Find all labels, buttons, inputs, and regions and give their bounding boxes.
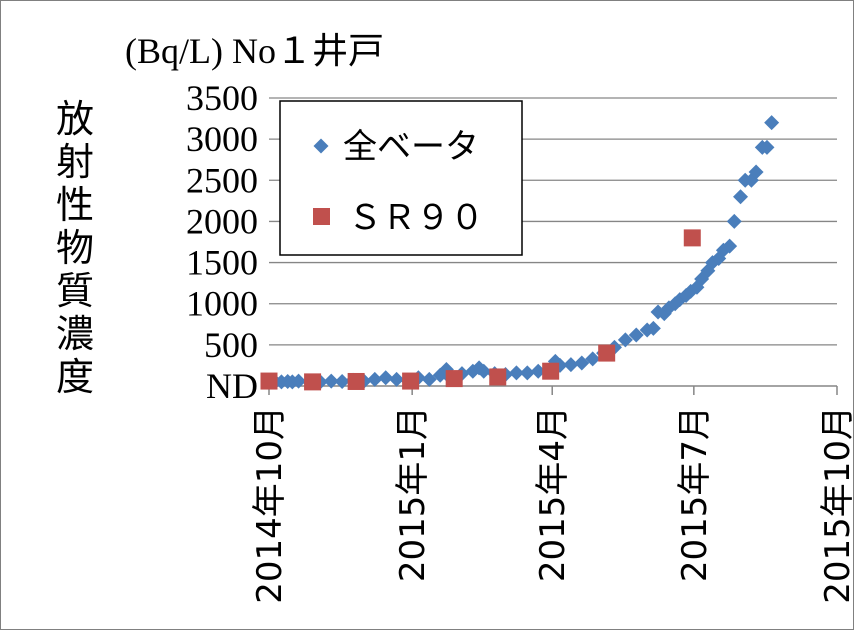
data-point-all-beta [711, 250, 727, 266]
data-point-all-beta [378, 370, 394, 386]
data-point-all-beta [421, 371, 437, 387]
data-point-all-beta [530, 363, 546, 379]
y-axis-title-char: 物 [56, 226, 94, 270]
data-point-all-beta [367, 371, 383, 387]
data-marks [260, 115, 780, 391]
y-tick-label: 500 [204, 325, 258, 365]
data-point-all-beta [726, 213, 742, 229]
y-tick-label: 1000 [186, 284, 258, 324]
x-tick-labels: 2014年10月 2015年1月 2015年4月 2015年7月 2015年10月 [250, 406, 854, 604]
x-tick-label: 2015年4月 [533, 406, 573, 582]
data-point-all-beta [764, 115, 780, 131]
x-tick-label: 2015年7月 [675, 406, 715, 582]
data-point-sr90 [489, 368, 507, 386]
data-point-all-beta [574, 355, 590, 371]
y-axis-title-char: 濃 [56, 312, 94, 356]
data-point-all-beta [389, 371, 405, 387]
data-point-all-beta [563, 357, 579, 373]
y-axis-title-char: 性 [56, 183, 94, 227]
legend-label-sr90: ＳＲ９０ [348, 198, 484, 238]
data-point-all-beta [748, 164, 764, 180]
data-point-sr90 [598, 344, 616, 362]
data-point-all-beta [759, 139, 775, 155]
y-tick-label: 2000 [186, 201, 258, 241]
x-tick-label: 2015年1月 [393, 406, 433, 582]
y-tick-label: 3000 [186, 119, 258, 159]
data-point-sr90 [683, 229, 701, 247]
data-point-all-beta [476, 363, 492, 379]
data-point-all-beta [617, 332, 633, 348]
data-point-all-beta [323, 373, 339, 389]
data-point-all-beta [645, 320, 661, 336]
legend-label-all-beta: 全ベータ [343, 127, 479, 167]
y-axis-title-char: 放 [56, 97, 94, 141]
y-axis-title-char: 度 [56, 355, 94, 399]
y-tick-label-nd: ND [206, 366, 258, 406]
data-point-all-beta [628, 327, 644, 343]
y-axis-title-char: 射 [56, 140, 94, 184]
data-point-sr90 [347, 372, 365, 390]
y-tick-label: 1500 [186, 243, 258, 283]
legend-marker-sr90 [313, 208, 330, 225]
x-tick-label: 2014年10月 [250, 406, 290, 604]
data-point-all-beta [733, 189, 749, 205]
x-tick-label: 2015年10月 [818, 406, 854, 604]
data-point-all-beta [722, 238, 738, 254]
data-point-all-beta [291, 373, 307, 389]
y-tick-label: 3500 [186, 78, 258, 118]
data-point-sr90 [304, 373, 322, 391]
legend: 全ベータ ＳＲ９０ [279, 100, 523, 256]
y-tick-label: 2500 [186, 160, 258, 200]
chart-title: (Bq/L) No１井戸 [125, 31, 384, 71]
y-axis-title-char: 質 [56, 269, 94, 313]
legend-box [279, 100, 523, 256]
data-point-sr90 [260, 372, 278, 390]
data-point-sr90 [402, 372, 420, 390]
data-point-all-beta [334, 373, 350, 389]
data-point-all-beta [585, 351, 601, 367]
data-point-all-beta [519, 365, 535, 381]
legend-marker-all-beta [313, 138, 329, 154]
data-point-sr90 [542, 362, 560, 380]
series-1 [260, 229, 701, 391]
data-point-sr90 [445, 370, 463, 388]
